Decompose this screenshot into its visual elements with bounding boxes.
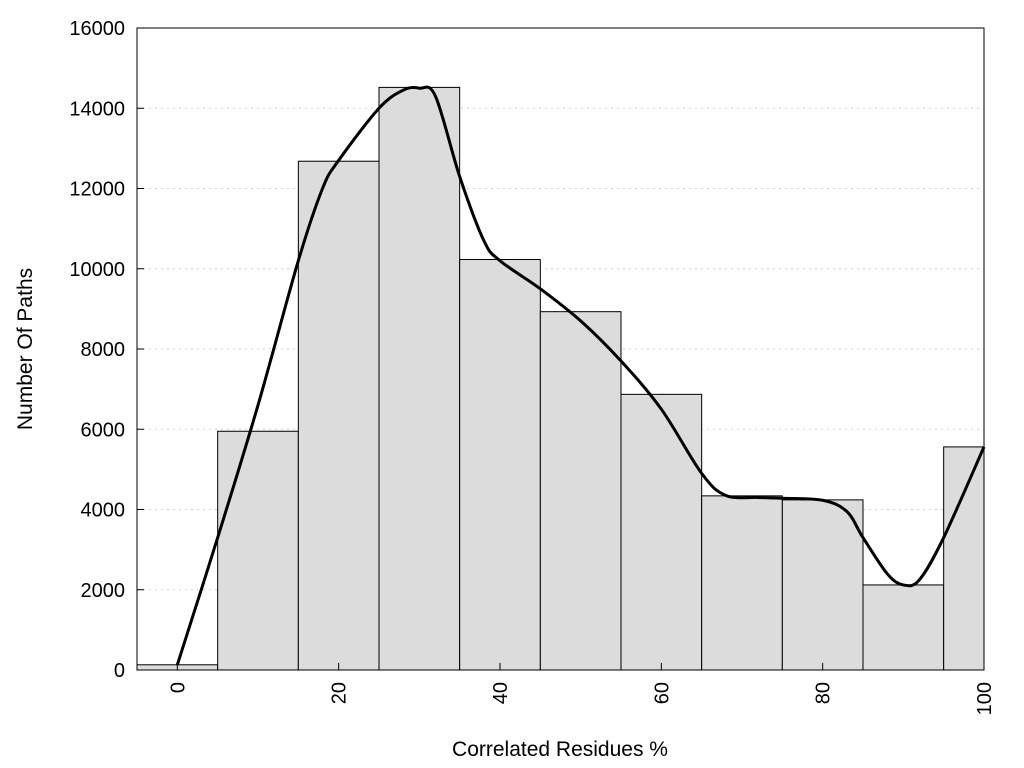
y-axis-title: Number Of Paths [14, 268, 37, 430]
x-tick-label: 100 [974, 682, 996, 715]
x-tick-label: 40 [490, 682, 512, 704]
y-tick-label: 16000 [69, 18, 125, 40]
x-tick-label: 0 [167, 682, 189, 693]
bar [459, 259, 541, 671]
bar [862, 584, 945, 671]
x-axis-title: Correlated Residues % [452, 738, 668, 761]
y-axis: 0 2000 4000 6000 8000 10000 12000 14000 16000 [69, 18, 144, 682]
x-tick-label: 60 [651, 682, 673, 704]
bar [701, 495, 783, 671]
density-curve [175, 85, 986, 666]
y-tick-label: 10000 [69, 259, 125, 281]
x-axis: 0 20 40 60 80 100 [167, 663, 996, 715]
bar [620, 393, 703, 671]
y-tick-label: 14000 [69, 98, 125, 120]
bar [217, 430, 299, 671]
bar [539, 311, 622, 671]
y-tick-label: 2000 [81, 580, 126, 602]
bars [136, 86, 985, 671]
x-tick-label: 80 [813, 682, 835, 704]
y-tick-label: 0 [114, 660, 125, 682]
y-tick-label: 12000 [69, 179, 125, 201]
bar [378, 86, 461, 671]
y-tick-label: 6000 [81, 419, 126, 441]
y-tick-label: 4000 [81, 500, 126, 522]
bar [297, 160, 380, 671]
x-tick-label: 20 [329, 682, 351, 704]
bar [781, 499, 864, 671]
bar [943, 446, 985, 671]
y-tick-label: 8000 [81, 339, 126, 361]
